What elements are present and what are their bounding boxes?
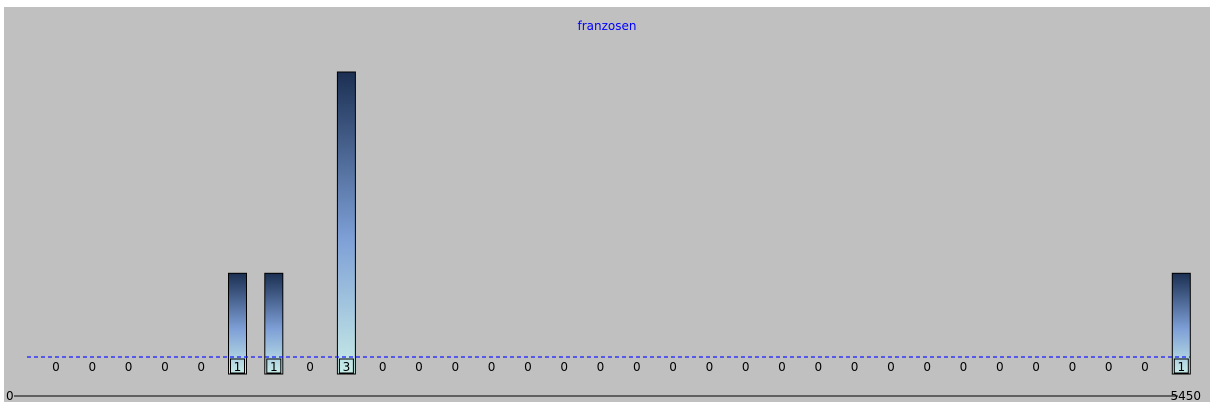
value-label: 0 (125, 360, 133, 374)
value-label: 0 (88, 360, 96, 374)
value-label: 0 (488, 360, 496, 374)
value-label: 0 (851, 360, 859, 374)
value-label-box (266, 358, 282, 374)
value-label: 0 (1141, 360, 1149, 374)
value-label: 0 (415, 360, 423, 374)
value-label: 1 (1177, 360, 1185, 374)
value-label: 0 (814, 360, 822, 374)
value-label: 0 (197, 360, 205, 374)
bars-group (228, 71, 1191, 375)
value-label: 0 (560, 360, 568, 374)
bar (228, 272, 247, 375)
value-label: 0 (161, 360, 169, 374)
value-label: 0 (1105, 360, 1113, 374)
bar (264, 272, 284, 375)
value-label: 0 (923, 360, 931, 374)
value-label: 0 (52, 360, 60, 374)
value-label: 0 (960, 360, 968, 374)
value-label: 0 (778, 360, 786, 374)
value-label: 0 (379, 360, 387, 374)
value-label-box (338, 358, 354, 374)
value-label-box (230, 358, 245, 374)
value-label: 0 (597, 360, 605, 374)
value-label: 0 (887, 360, 895, 374)
value-label: 3 (343, 360, 351, 374)
value-label: 0 (669, 360, 677, 374)
value-label: 0 (306, 360, 314, 374)
value-label: 0 (1032, 360, 1040, 374)
x-axis-min-label: 0 (6, 389, 14, 403)
value-label: 0 (524, 360, 532, 374)
bar (1171, 272, 1191, 375)
value-label: 0 (451, 360, 459, 374)
value-label: 0 (742, 360, 750, 374)
chart-title: franzosen (578, 19, 637, 33)
value-label: 1 (234, 360, 242, 374)
bar (336, 71, 356, 375)
value-label: 0 (633, 360, 641, 374)
value-label: 0 (706, 360, 714, 374)
value-label-box (1173, 358, 1189, 374)
value-label: 1 (270, 360, 278, 374)
x-axis-max-label: 5450 (1170, 389, 1201, 403)
chart-area (4, 7, 1210, 402)
value-label: 0 (996, 360, 1004, 374)
value-label: 0 (1069, 360, 1077, 374)
